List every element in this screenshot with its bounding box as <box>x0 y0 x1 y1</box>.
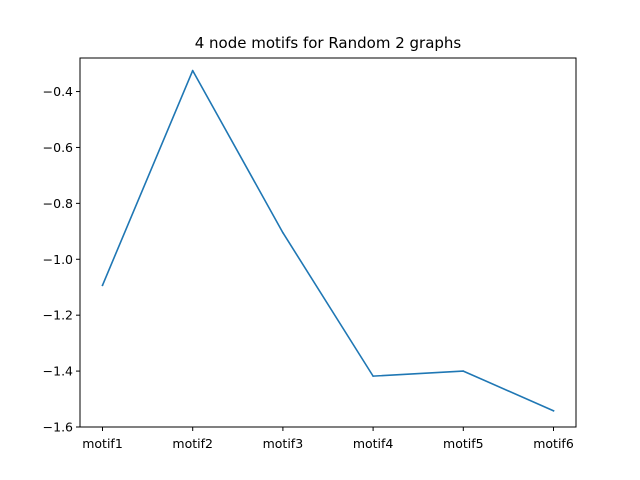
y-tick-label: −1.0 <box>43 252 73 267</box>
y-tick-label: −0.8 <box>43 196 73 211</box>
data-point <box>372 375 374 377</box>
data-point <box>101 284 104 287</box>
data-point <box>282 231 284 234</box>
y-tick-label: −0.6 <box>43 140 73 155</box>
data-point <box>191 69 194 72</box>
y-tick-label: −1.6 <box>43 420 73 435</box>
x-tick-label: motif2 <box>172 436 213 451</box>
axes-frame <box>79 57 577 428</box>
series-line <box>101 69 555 412</box>
x-tick-label: motif1 <box>82 436 123 451</box>
y-tick-label: −1.4 <box>43 364 73 379</box>
y-tick-label: −1.2 <box>43 308 73 323</box>
data-point <box>552 409 555 412</box>
x-tick-label: motif6 <box>533 436 574 451</box>
x-tick-label: motif4 <box>353 436 394 451</box>
y-tick-label: −0.4 <box>43 84 73 99</box>
data-point <box>462 370 465 372</box>
chart-title: 4 node motifs for Random 2 graphs <box>195 34 462 52</box>
plot-area: −1.6 −1.4 −1.2 −1.0 −0.8 −0.6 −0.4 motif1 motif2… <box>43 69 574 451</box>
x-tick-label: motif5 <box>443 436 484 451</box>
x-tick-label: motif3 <box>263 436 304 451</box>
